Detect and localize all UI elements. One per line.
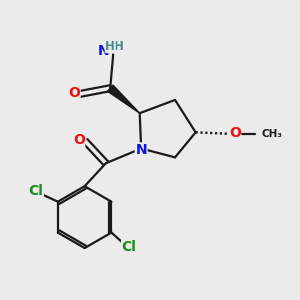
Text: H: H <box>105 40 115 52</box>
Text: O: O <box>229 126 241 140</box>
Text: Cl: Cl <box>122 240 136 254</box>
Text: N: N <box>98 44 110 58</box>
Text: Cl: Cl <box>28 184 43 198</box>
Text: CH₃: CH₃ <box>261 129 282 139</box>
Text: O: O <box>68 86 80 100</box>
Text: N: N <box>135 143 147 157</box>
Text: O: O <box>73 133 85 147</box>
Text: H: H <box>114 40 124 52</box>
Polygon shape <box>108 85 140 113</box>
